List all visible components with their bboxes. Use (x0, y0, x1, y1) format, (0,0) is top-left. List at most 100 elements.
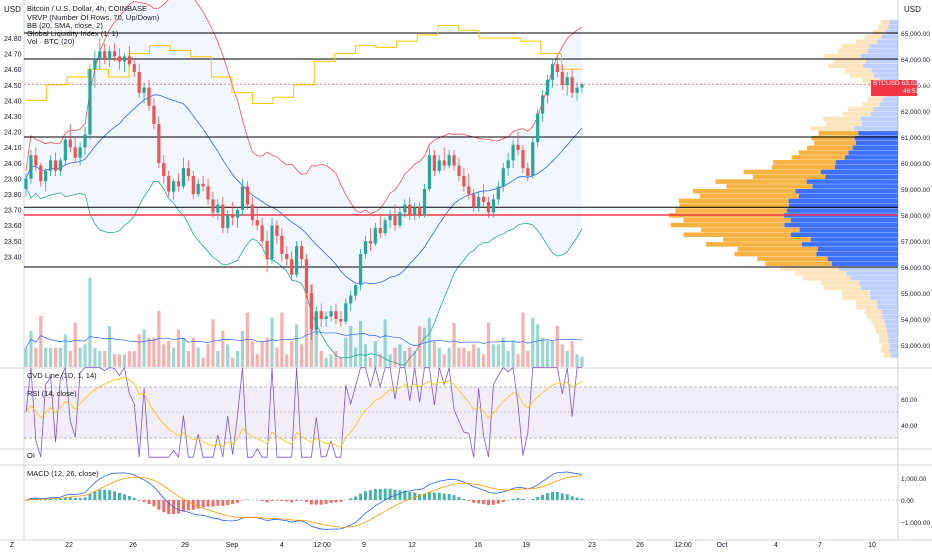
volume-bar (526, 351, 529, 367)
x-axis-tick: 12:00 (674, 542, 692, 549)
volume-bar (34, 348, 37, 367)
volume-bar (536, 324, 539, 367)
volume-bar (482, 354, 485, 367)
macd-histogram-bar (88, 494, 91, 500)
volume-bar (571, 341, 574, 367)
macd-histogram-bar (497, 500, 500, 504)
rsi-axis-tick: 40.00 (901, 423, 918, 430)
vrvp-down-row (807, 146, 853, 151)
macd-histogram-bar (467, 500, 470, 501)
macd-histogram-bar (487, 500, 490, 505)
volume-bar (511, 341, 514, 367)
vrvp-up-row (877, 305, 898, 310)
right-axis-tick: 62,000.00 (901, 109, 930, 116)
candle-body (388, 215, 391, 220)
cvd-pane-label[interactable]: CVD Line (1D, 1, 14) (27, 371, 97, 381)
vrvp-down-row (723, 237, 810, 242)
volume-bar (516, 354, 519, 367)
candle-body (462, 176, 465, 186)
candle-body (74, 147, 77, 157)
volume-bar (388, 354, 391, 367)
vrvp-up-row (811, 237, 898, 242)
candle-body (49, 160, 52, 170)
macd-histogram-bar (290, 500, 293, 502)
macd-histogram-bar (561, 493, 564, 500)
candle-body (369, 241, 372, 244)
candle-body (408, 205, 411, 215)
macd-histogram-bar (162, 500, 165, 512)
vrvp-down-row (856, 300, 877, 305)
macd-histogram-bar (512, 499, 515, 500)
macd-histogram-bar (462, 499, 465, 500)
left-axis-tick: 23.90 (4, 176, 22, 183)
vrvp-up-row (888, 339, 898, 344)
macd-histogram-bar (339, 500, 342, 502)
volume-bar (344, 338, 347, 367)
vrvp-up-row (854, 126, 898, 131)
candle-body (438, 160, 441, 170)
candle-body (256, 220, 259, 225)
candle-body (556, 64, 559, 72)
volume-bar (182, 338, 185, 367)
vrvp-down-row (843, 112, 871, 117)
candle-body (177, 181, 180, 186)
macd-histogram-bar (177, 500, 180, 514)
vrvp-down-row (871, 319, 884, 324)
x-axis-tick: 23 (588, 542, 596, 549)
candle-body (546, 80, 549, 96)
right-axis-tick: 60,000.00 (901, 161, 930, 168)
vrvp-down-row (701, 228, 799, 233)
macd-histogram-bar (128, 496, 131, 500)
candle-body (511, 145, 514, 161)
candle-body (325, 316, 328, 319)
candle-body (88, 69, 91, 134)
rsi-pane-label[interactable]: RSI (14, close) (27, 389, 77, 399)
macd-histogram-bar (571, 496, 574, 500)
volume-bar (24, 348, 27, 367)
indicator-volume[interactable]: Vol · BTC (20) (27, 37, 75, 47)
vrvp-down-row (879, 334, 889, 339)
oi-pane-label[interactable]: OI (27, 451, 35, 461)
candle-body (285, 254, 288, 259)
vrvp-up-row (886, 324, 898, 329)
candle-body (413, 207, 416, 215)
candle-body (507, 160, 510, 168)
macd-histogram-bar (517, 498, 520, 500)
volume-bar (177, 329, 180, 367)
candle-body (270, 225, 273, 259)
candle-body (133, 64, 136, 72)
macd-pane-label[interactable]: MACD (12, 26, close) (27, 469, 99, 479)
volume-bar (226, 344, 229, 367)
vrvp-up-row (890, 344, 898, 349)
macd-histogram-bar (226, 500, 229, 505)
volume-bar (88, 278, 91, 367)
vrvp-up-row (788, 199, 898, 204)
vrvp-down-row (862, 102, 880, 107)
volume-bar (83, 344, 86, 367)
macd-histogram-bar (211, 500, 214, 507)
volume-bar (418, 326, 421, 367)
candle-body (216, 205, 219, 213)
macd-histogram-bar (216, 500, 219, 506)
vrvp-down-row (878, 25, 888, 30)
x-axis-tick: 12 (408, 542, 416, 549)
candle-body (575, 88, 578, 93)
vrvp-up-row (836, 160, 898, 165)
left-axis-tick: 23.60 (4, 223, 22, 230)
macd-histogram-bar (556, 492, 559, 500)
volume-bar (118, 354, 121, 367)
macd-histogram-bar (325, 500, 328, 504)
vrvp-down-row (757, 257, 827, 262)
vrvp-down-row (811, 126, 855, 131)
candle-body (467, 186, 470, 194)
candle-body (536, 114, 539, 143)
macd-histogram-bar (207, 500, 210, 507)
vrvp-down-row (842, 44, 870, 49)
vrvp-down-row (700, 194, 799, 199)
volume-bar (187, 351, 190, 367)
candle-body (206, 186, 209, 199)
x-axis-tick: 26 (129, 542, 137, 549)
volume-bar (295, 324, 298, 367)
candle-body (379, 228, 382, 233)
